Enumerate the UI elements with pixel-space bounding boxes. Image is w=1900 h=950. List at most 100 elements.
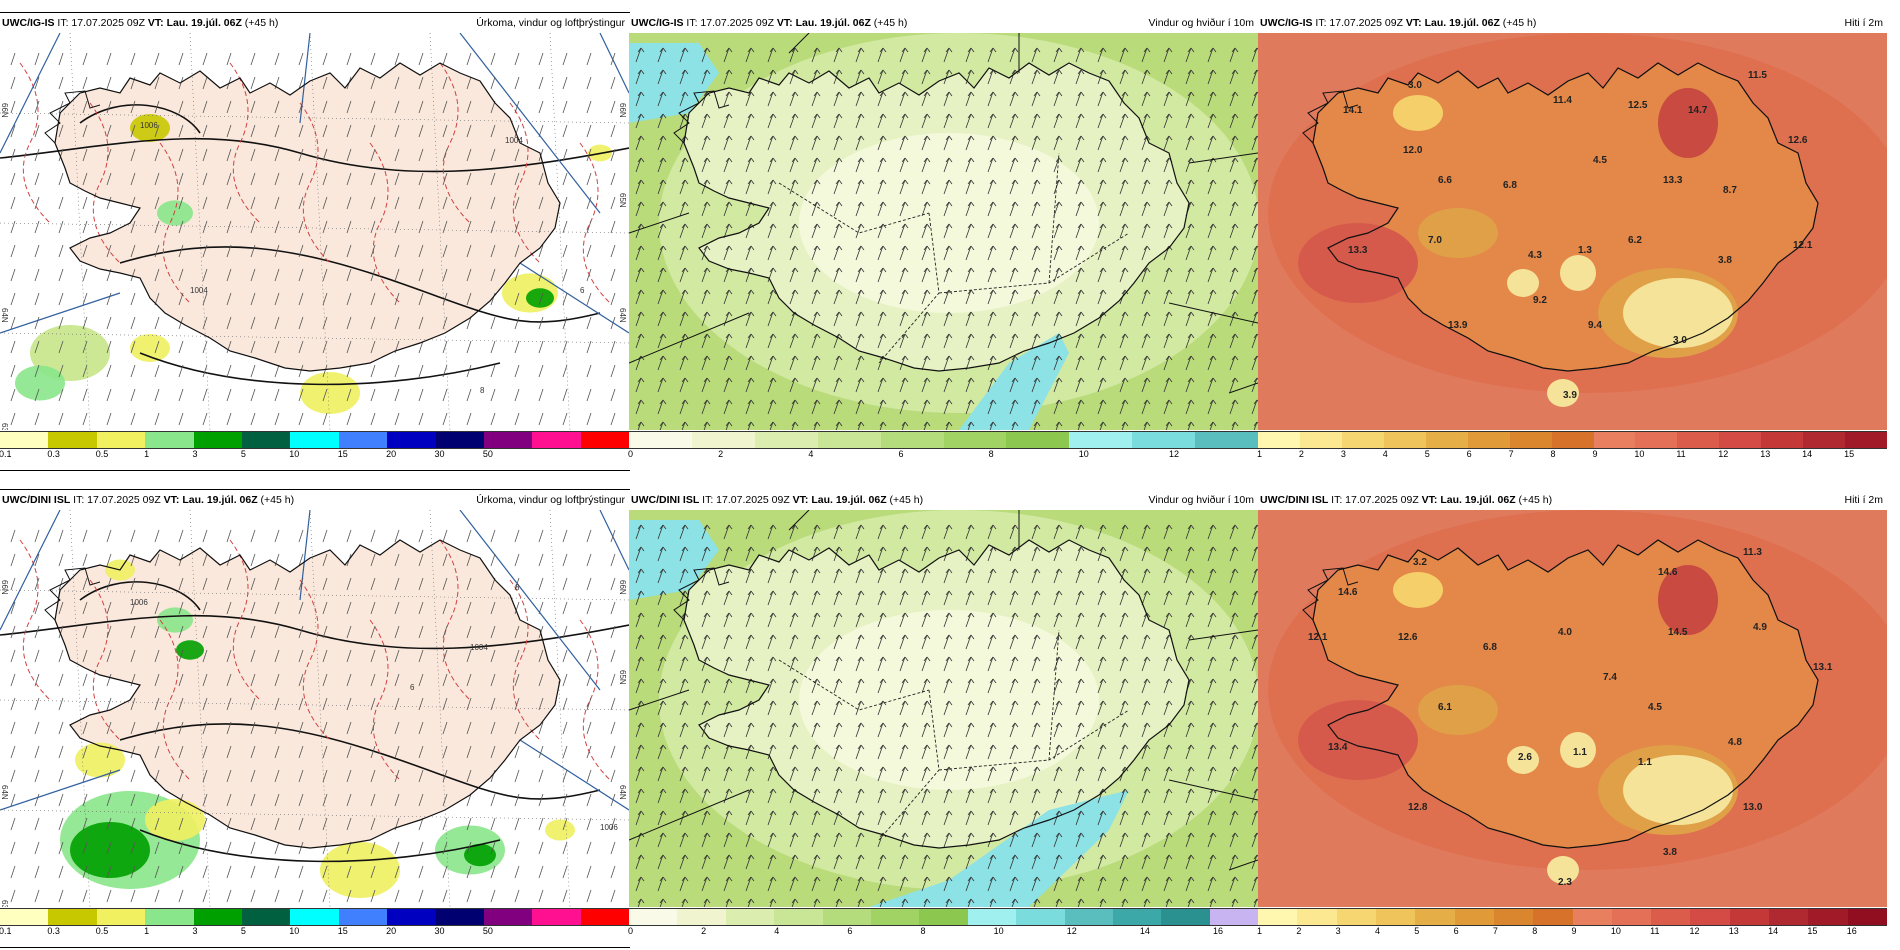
legend-tick-label: 8 (920, 926, 926, 936)
temperature-value-label: 14.1 (1343, 105, 1363, 116)
temperature-value-label: 7.0 (1428, 235, 1442, 246)
legend-tick-label: 14 (1768, 926, 1779, 936)
legend-swatch (1006, 432, 1070, 448)
legend-swatch (1677, 432, 1720, 448)
latitude-label: 64N (0, 785, 9, 800)
temperature-value-label: 4.5 (1648, 702, 1662, 713)
legend-tick-label: 0 (628, 449, 634, 459)
contour-label: 1006 (140, 121, 158, 130)
legend-tick-label: 12 (1066, 926, 1077, 936)
legend-tick-label: 2 (1298, 449, 1304, 459)
lead-time: (+45 h) (244, 17, 279, 29)
legend-tick-label: 11 (1676, 449, 1686, 459)
latitude-label: 64N (0, 308, 9, 323)
valid-time-label: VT: (163, 494, 180, 506)
legend-tick-label: 15 (1807, 926, 1818, 936)
legend-swatch (241, 432, 291, 448)
legend-tick-label: 12 (1168, 449, 1179, 459)
legend-swatch (193, 432, 242, 448)
legend-swatch (1299, 432, 1342, 448)
valid-time-label: VT: (1421, 494, 1438, 506)
legend-swatch (822, 909, 871, 925)
legend-swatch (387, 432, 436, 448)
panel-temp-bottom: UWC/DINI ISL IT: 17.07.2025 09Z VT: Lau.… (1257, 490, 1887, 947)
panel-header-left: UWC/IG-IS IT: 17.07.2025 09Z VT: Lau. 19… (631, 13, 907, 33)
legend-swatch (387, 909, 436, 925)
temperature-value-label: 6.1 (1438, 702, 1452, 713)
lead-time: (+45 h) (1518, 494, 1553, 506)
legend-tick-label: 10 (993, 926, 1004, 936)
temperature-value-label: 1.1 (1573, 747, 1587, 758)
temperature-value-label: 9.2 (1533, 295, 1547, 306)
temperature-value-label: 12.1 (1793, 240, 1813, 251)
temperature-value-label: 4.3 (1528, 250, 1542, 261)
legend-tick-label: 30 (434, 926, 445, 936)
panel-title: Hiti í 2m (1844, 494, 1883, 506)
color-legend-bar (1258, 431, 1888, 449)
latitude-label: 64N (618, 785, 627, 800)
legend-swatch (1509, 432, 1552, 448)
legend-swatch (1847, 909, 1887, 925)
init-time: IT: 17.07.2025 09Z (1331, 494, 1419, 506)
legend-tick-label: 16 (1212, 926, 1223, 936)
init-time: IT: 17.07.2025 09Z (1315, 17, 1403, 29)
legend-tick-label: 10 (1634, 449, 1645, 459)
legend-swatch (1209, 909, 1259, 925)
init-time: IT: 17.07.2025 09Z (702, 494, 790, 506)
temperature-value-label: 11.3 (1743, 547, 1762, 558)
latitude-label: 66N (618, 103, 627, 118)
legend-swatch (1572, 909, 1612, 925)
legend-swatch (290, 432, 339, 448)
legend-swatch (1845, 432, 1888, 448)
legend-tick-label: 14 (1139, 926, 1150, 936)
legend-tick-label: 4 (1382, 449, 1388, 459)
legend-tick-label: 16 (1846, 926, 1857, 936)
legend-swatch (338, 432, 388, 448)
legend-tick-label: 0.3 (47, 926, 60, 936)
legend-swatch (580, 432, 630, 448)
precip-map: 1006 1004 1006 8 6 66N 66N 65N 64N 64N 63N (0, 510, 629, 907)
legend-tick-label: 1 (144, 926, 150, 936)
legend-swatch (1651, 909, 1691, 925)
legend-swatch (943, 432, 1007, 448)
temperature-value-label: 12.8 (1408, 802, 1428, 813)
panel-header: UWC/IG-IS IT: 17.07.2025 09Z VT: Lau. 19… (0, 13, 629, 33)
temperature-value-label: 11.4 (1553, 95, 1572, 106)
legend-tick-label: 10 (1078, 449, 1089, 459)
legend-swatch (880, 432, 944, 448)
legend-tick-label: 15 (337, 449, 348, 459)
legend-tick-label: 15 (1844, 449, 1855, 459)
legend-swatch (1808, 909, 1848, 925)
temperature-value-label: 14.5 (1668, 627, 1688, 638)
temperature-value-label: 14.6 (1338, 587, 1358, 598)
legend-swatch (1336, 909, 1376, 925)
panel-title: Úrkoma, vindur og loftþrýstingur (476, 17, 625, 29)
temperature-value-label: 3.0 (1673, 335, 1687, 346)
legend-swatch (193, 909, 242, 925)
legend-swatch (774, 909, 823, 925)
legend-swatch (1375, 909, 1416, 925)
legend-tick-label: 3 (1335, 926, 1341, 936)
temperature-value-label: 7.4 (1603, 672, 1617, 683)
legend-ticks: 0 2 4 6 8 10 12 14 16 (628, 926, 1258, 940)
temperature-value-label: 3.8 (1663, 847, 1677, 858)
legend-tick-label: 11 (1650, 926, 1660, 936)
panel-title: Vindur og hviður í 10m (1148, 17, 1254, 29)
legend-swatch (1112, 909, 1162, 925)
temperature-value-label: 2.3 (1558, 877, 1572, 888)
legend-swatch (1729, 909, 1770, 925)
legend-tick-label: 7 (1492, 926, 1498, 936)
legend-swatch (483, 432, 533, 448)
legend-swatch (1467, 432, 1510, 448)
legend-swatch (241, 909, 291, 925)
valid-time: Lau. 19.júl. 06Z (811, 494, 887, 506)
model-name: UWC/IG-IS (2, 17, 55, 29)
legend-swatch (629, 432, 692, 448)
legend-tick-label: 30 (434, 449, 445, 459)
panel-wind-bottom: UWC/DINI ISL IT: 17.07.2025 09Z VT: Lau.… (628, 490, 1259, 947)
legend-tick-label: 13 (1760, 449, 1771, 459)
panel-wind-top: UWC/IG-IS IT: 17.07.2025 09Z VT: Lau. 19… (628, 13, 1259, 470)
legend-tick-label: 13 (1728, 926, 1739, 936)
legend-tick-label: 9 (1592, 449, 1598, 459)
legend-swatch (1551, 432, 1594, 448)
